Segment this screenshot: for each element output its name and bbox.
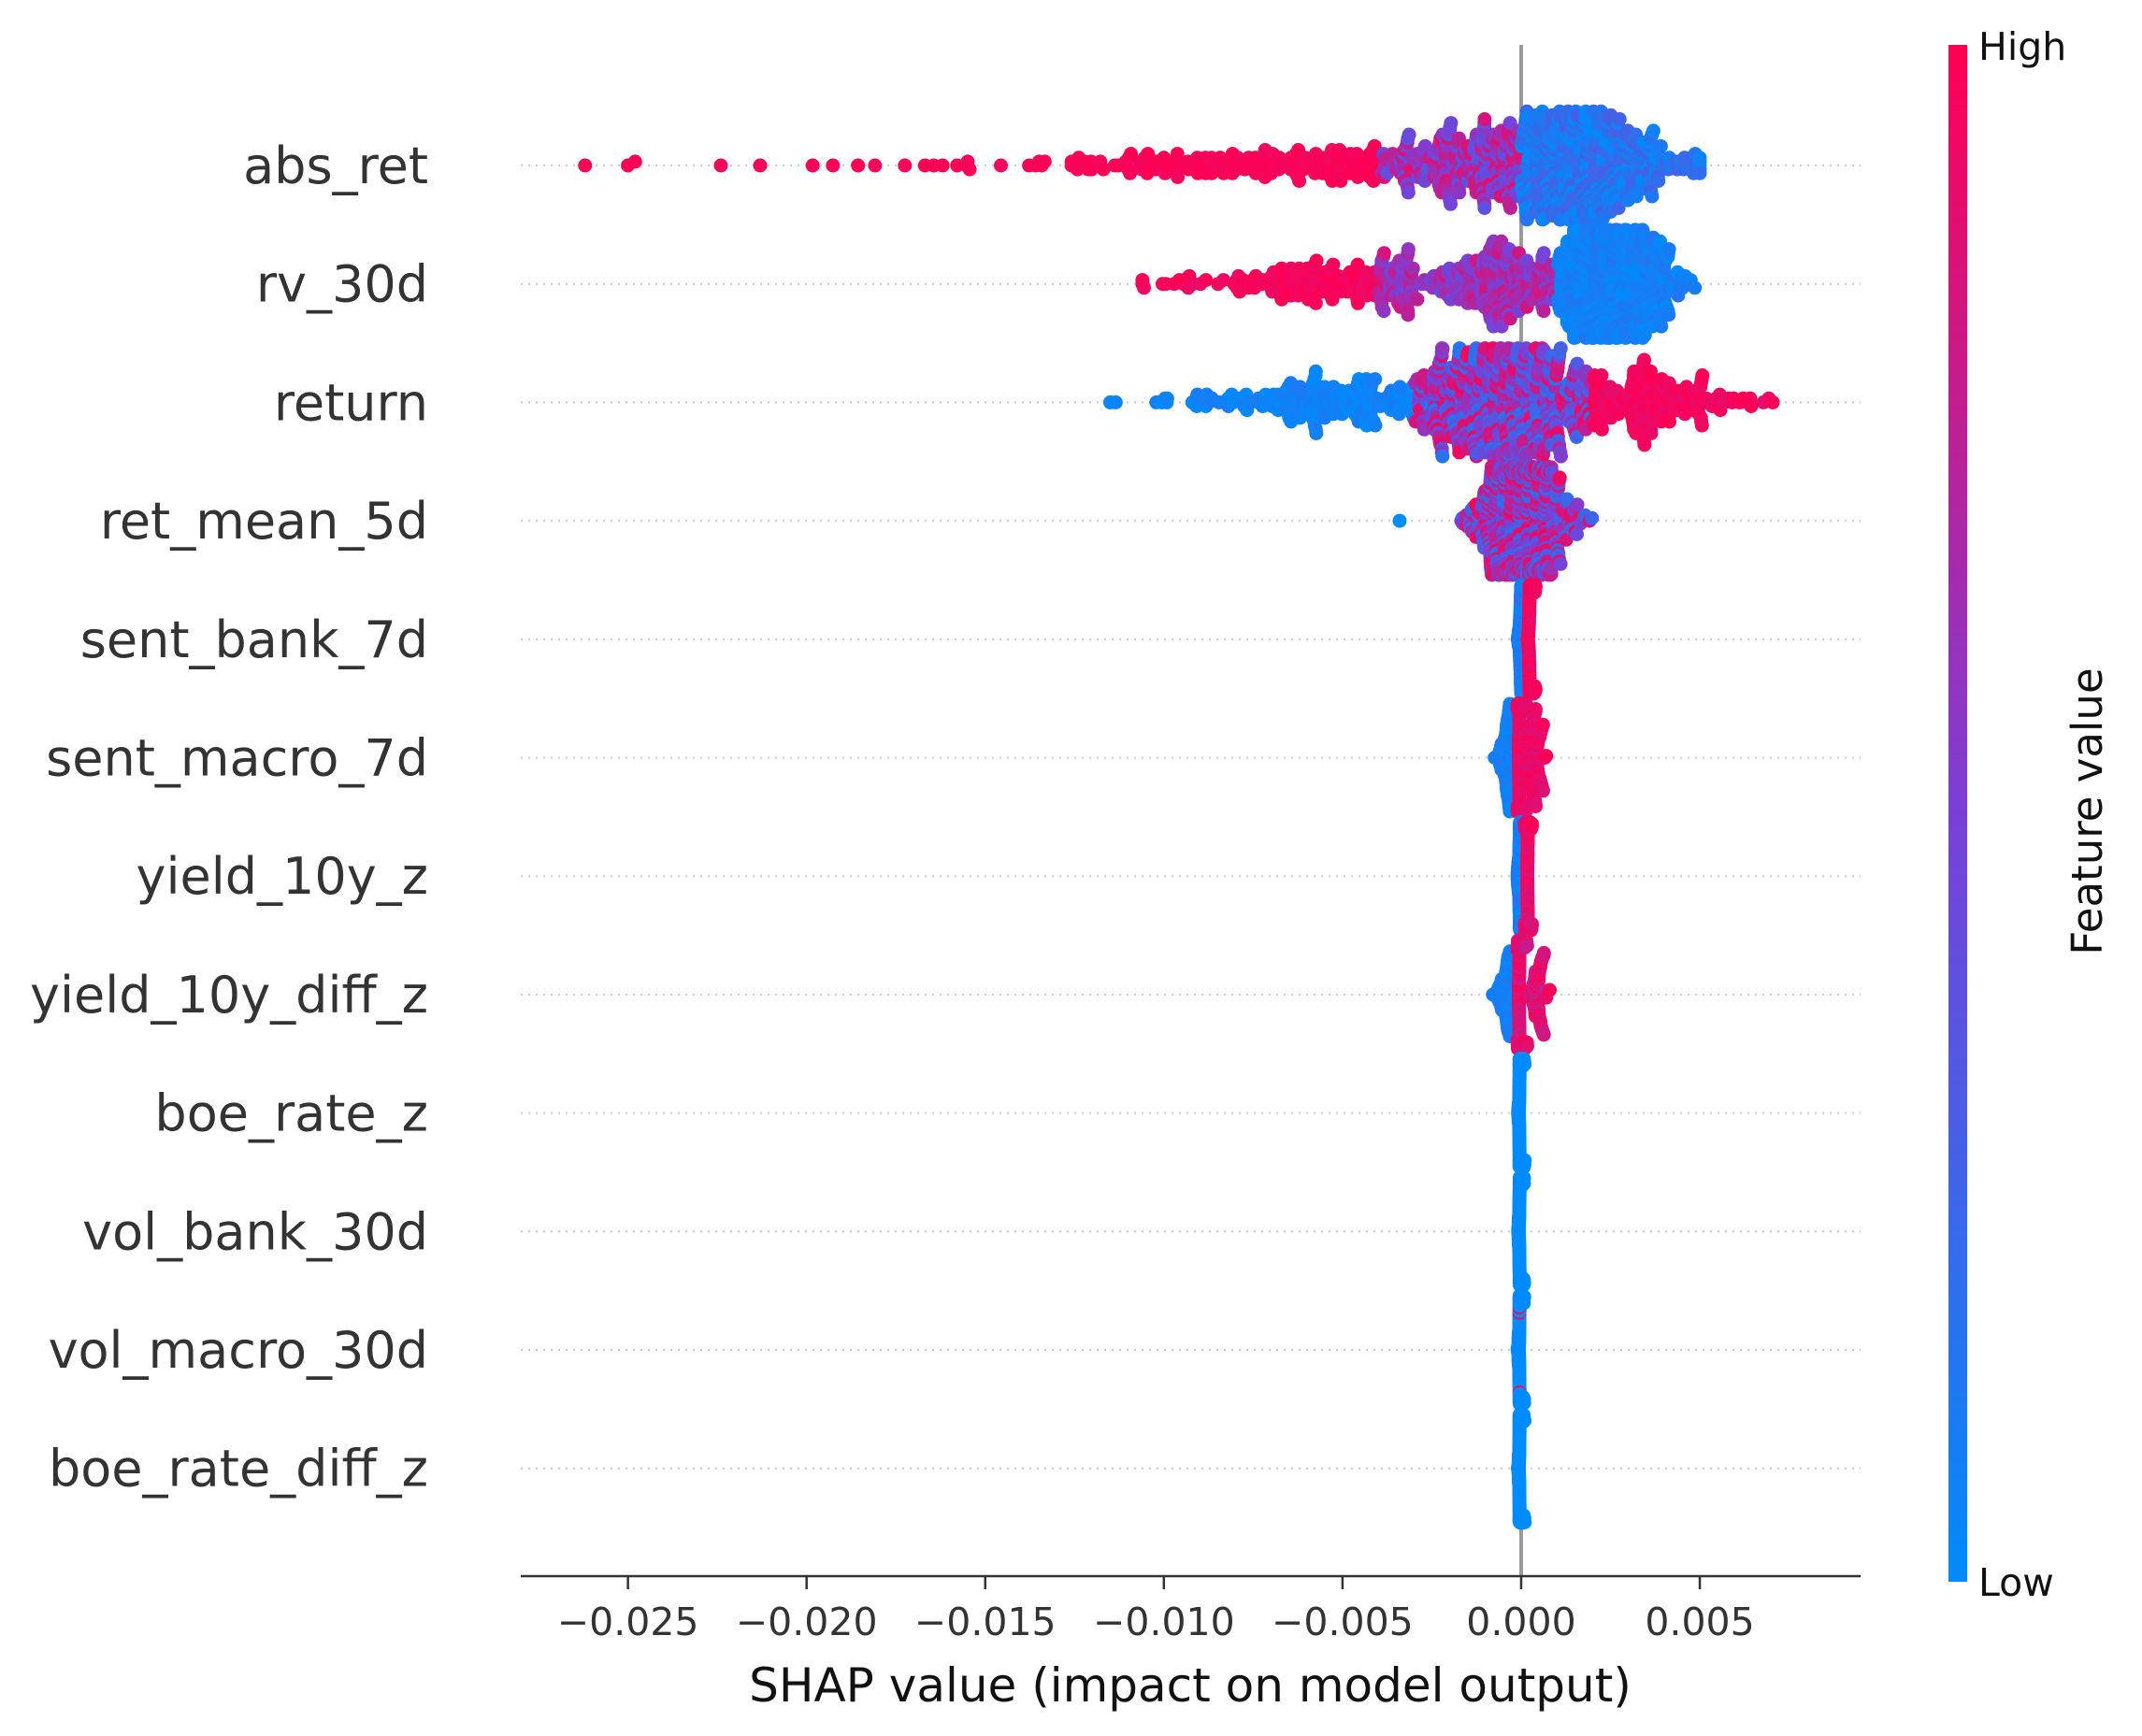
shap-point xyxy=(578,158,593,173)
shap-point xyxy=(1435,449,1450,464)
shap-point xyxy=(1402,127,1416,142)
shap-point xyxy=(1405,261,1420,276)
shap-point xyxy=(1661,308,1676,323)
shap-point xyxy=(1694,418,1709,433)
shap-point xyxy=(713,158,728,173)
row-guide-lines xyxy=(521,165,1861,1470)
shap-point xyxy=(1528,682,1543,697)
shap-point xyxy=(994,158,1008,173)
shap-point xyxy=(1096,162,1111,177)
shap-point xyxy=(1611,200,1626,215)
shap-point xyxy=(1644,425,1659,440)
shap-point xyxy=(1124,147,1139,162)
shap-point xyxy=(1661,242,1676,257)
shap-point xyxy=(1410,292,1425,307)
shap-point xyxy=(1646,123,1660,138)
shap-point xyxy=(962,162,977,177)
shap-point xyxy=(1536,304,1551,319)
shap-point xyxy=(1553,556,1568,571)
shap-point xyxy=(1392,513,1407,528)
shap-point xyxy=(1435,341,1450,356)
shap-point xyxy=(1554,449,1568,464)
shap-point xyxy=(1037,154,1052,169)
shap-point xyxy=(1536,246,1551,261)
shap-point xyxy=(1368,372,1383,387)
shap-point xyxy=(1552,470,1567,485)
shap-point xyxy=(805,158,820,173)
shap-point xyxy=(1292,410,1307,425)
shap-point xyxy=(1376,304,1391,319)
shap-point xyxy=(1199,273,1214,288)
shap-point xyxy=(1308,364,1323,379)
shap-point xyxy=(950,158,965,173)
shap-point xyxy=(1654,319,1669,334)
shap-point xyxy=(1401,185,1416,200)
shap-point xyxy=(1695,368,1710,382)
shap-point xyxy=(1171,169,1186,184)
shap-point xyxy=(1662,414,1676,429)
shap-point xyxy=(1688,280,1703,295)
shap-point xyxy=(1477,200,1492,215)
shap-point xyxy=(1653,138,1668,153)
shap-point xyxy=(1477,112,1492,126)
shap-point xyxy=(1553,341,1568,356)
shap-point xyxy=(1108,395,1123,409)
shap-point xyxy=(1159,391,1174,406)
shap-point xyxy=(1309,425,1324,440)
shap-point xyxy=(1309,253,1324,268)
shap-point xyxy=(1292,174,1307,188)
shap-point xyxy=(851,158,866,173)
shap-point xyxy=(1333,174,1348,188)
shap-point xyxy=(1503,200,1517,215)
shap-point xyxy=(1612,112,1627,126)
shap-point xyxy=(898,158,913,173)
shap-point xyxy=(1594,422,1609,437)
shap-point xyxy=(627,154,642,169)
shap-point xyxy=(1765,395,1780,409)
shap-point xyxy=(1123,165,1138,180)
shap-point xyxy=(1376,246,1391,261)
shap-point xyxy=(753,158,768,173)
shap-point xyxy=(1292,380,1307,395)
shap-point xyxy=(1692,151,1707,165)
shap-point xyxy=(1401,308,1416,323)
shap-point xyxy=(1444,116,1459,131)
shap-point xyxy=(1744,399,1759,413)
beeswarm-points xyxy=(578,104,1780,1530)
shap-point xyxy=(826,158,841,173)
shap-point xyxy=(1326,257,1341,272)
shap-point xyxy=(1585,510,1600,525)
shap-point xyxy=(1368,418,1383,433)
shap-point xyxy=(1401,242,1416,257)
shap-point xyxy=(1452,185,1467,200)
shap-point xyxy=(1137,280,1151,295)
shap-point xyxy=(868,158,883,173)
shap-point xyxy=(1651,174,1666,188)
shap-point xyxy=(1444,196,1458,211)
shap-point xyxy=(1645,189,1660,204)
shap-point xyxy=(1528,580,1543,595)
shap-point xyxy=(1170,147,1185,162)
shap-point xyxy=(1216,273,1231,288)
shap-point xyxy=(935,158,950,173)
shap-point xyxy=(1594,368,1609,382)
shap-point xyxy=(1692,165,1707,180)
shap-point xyxy=(1308,295,1323,310)
